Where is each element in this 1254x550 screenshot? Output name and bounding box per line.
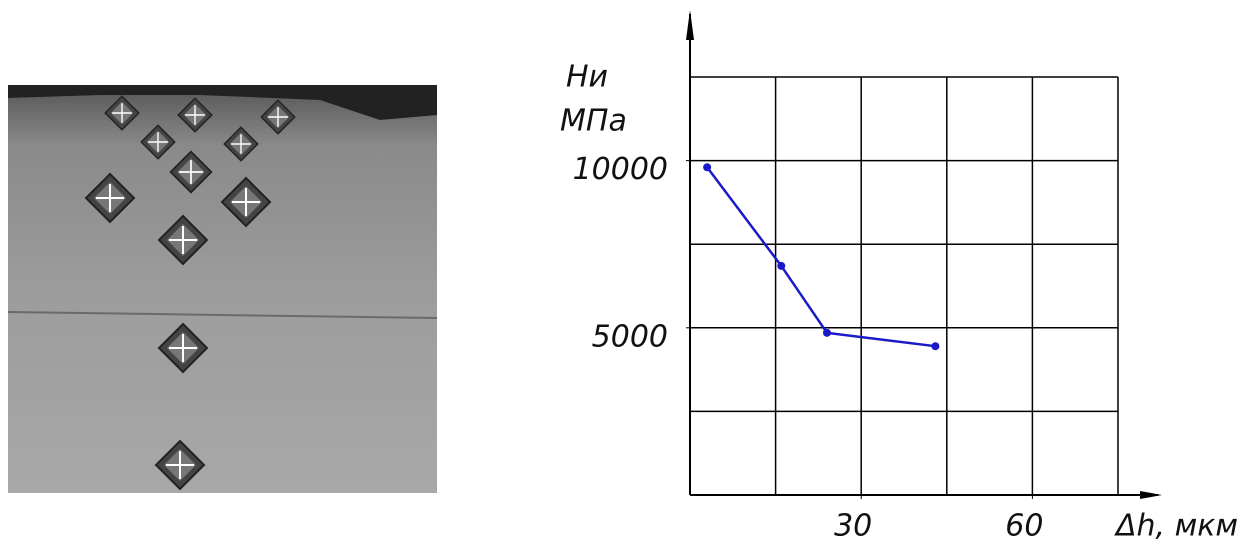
x-tick-label: 30 [834, 509, 872, 544]
x-arrow [1140, 491, 1162, 499]
x-tick-label: 60 [1005, 509, 1043, 544]
y-tick-label: 10000 [573, 152, 668, 187]
data-point [822, 328, 831, 337]
micrograph [7, 85, 438, 493]
y-tick-label: 5000 [592, 319, 668, 354]
data-point [703, 163, 712, 172]
y-axis-label: МПа [560, 104, 627, 139]
x-axis-label: Δh, мкм [1114, 509, 1238, 544]
data-point [931, 342, 940, 351]
data-line [706, 166, 936, 348]
y-arrow [686, 10, 694, 40]
data-point [777, 261, 786, 270]
y-axis-label: Hи [566, 60, 608, 95]
